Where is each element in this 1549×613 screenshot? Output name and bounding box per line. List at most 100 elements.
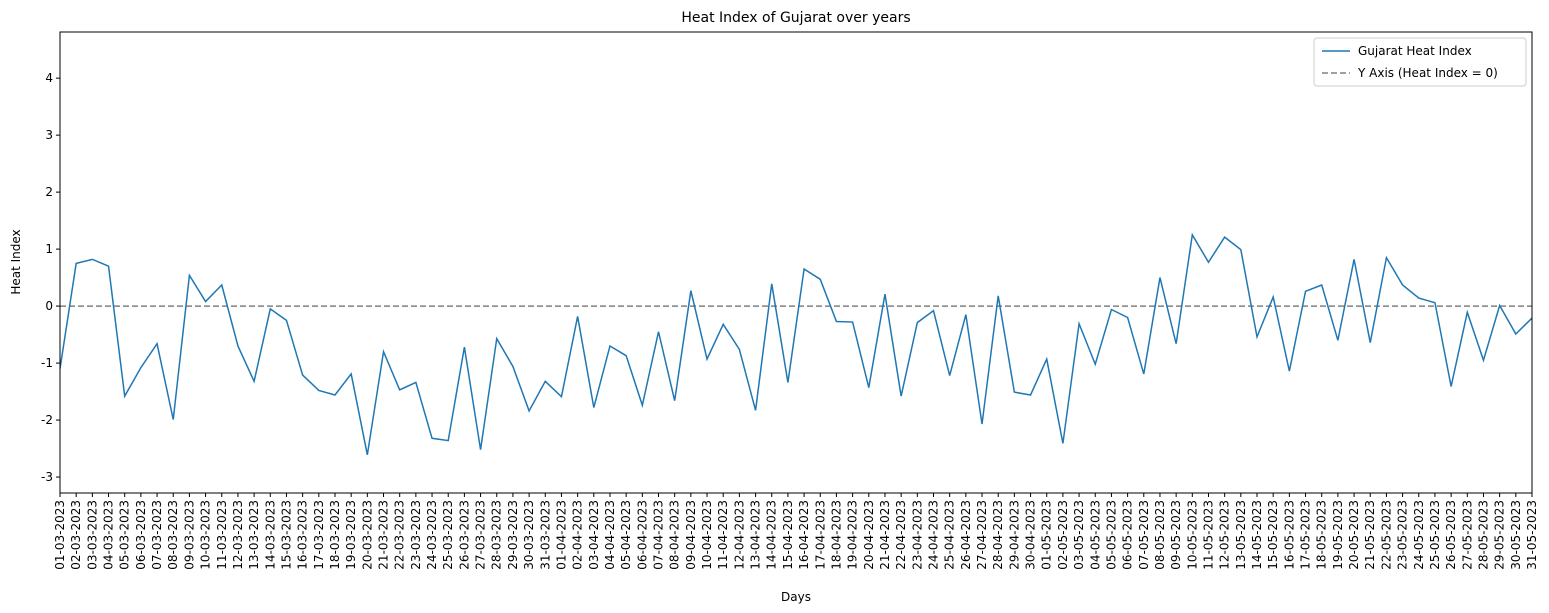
x-tick-label: 17-03-2023 [312,500,326,570]
x-tick-label: 10-05-2023 [1185,500,1199,570]
x-tick-label: 23-05-2023 [1396,500,1410,570]
legend-label: Gujarat Heat Index [1358,44,1472,58]
x-tick-label: 10-04-2023 [700,500,714,570]
x-tick-label: 19-05-2023 [1331,500,1345,570]
x-tick-label: 03-05-2023 [1072,500,1086,570]
x-tick-label: 20-05-2023 [1347,500,1361,570]
x-tick-label: 13-04-2023 [749,500,763,570]
x-tick-label: 05-04-2023 [619,500,633,570]
chart-title: Heat Index of Gujarat over years [681,10,910,26]
x-tick-label: 12-04-2023 [732,500,746,570]
plot-frame [59,31,1533,494]
x-tick-label: 16-03-2023 [296,500,310,570]
x-tick-label: 17-05-2023 [1299,500,1313,570]
legend-box [1313,37,1527,87]
x-tick-label: 11-04-2023 [716,500,730,570]
x-tick-label: 15-04-2023 [781,500,795,570]
x-tick-label: 13-03-2023 [247,500,261,570]
y-tick-label: -3 [41,470,53,484]
x-tick-label: 22-05-2023 [1379,500,1393,570]
x-tick-label: 01-04-2023 [554,500,568,570]
x-tick-label: 19-03-2023 [344,500,358,570]
x-tick-label: 04-05-2023 [1088,500,1102,570]
x-tick-label: 14-05-2023 [1250,500,1264,570]
x-tick-label: 31-05-2023 [1525,500,1539,570]
x-tick-label: 12-05-2023 [1218,500,1232,570]
x-tick-label: 21-05-2023 [1363,500,1377,570]
x-tick-label: 13-05-2023 [1234,500,1248,570]
x-tick-label: 25-03-2023 [441,500,455,570]
x-tick-label: 28-04-2023 [991,500,1005,570]
x-tick-label: 17-04-2023 [813,500,827,570]
x-tick-label: 18-05-2023 [1315,500,1329,570]
x-tick-label: 10-03-2023 [199,500,213,570]
x-tick-label: 08-03-2023 [166,500,180,570]
x-tick-label: 31-03-2023 [538,500,552,570]
x-tick-label: 26-03-2023 [457,500,471,570]
x-tick-label: 12-03-2023 [231,500,245,570]
x-tick-label: 03-03-2023 [85,500,99,570]
y-tick-label: -2 [41,413,53,427]
x-tick-label: 05-05-2023 [1104,500,1118,570]
x-tick-label: 14-03-2023 [263,500,277,570]
x-tick-label: 27-05-2023 [1460,500,1474,570]
x-tick-label: 18-04-2023 [829,500,843,570]
x-tick-label: 25-05-2023 [1428,500,1442,570]
x-tick-label: 07-05-2023 [1137,500,1151,570]
x-tick-label: 03-04-2023 [587,500,601,570]
x-tick-label: 07-03-2023 [150,500,164,570]
x-tick-label: 20-04-2023 [862,500,876,570]
y-tick-label: 4 [45,71,53,85]
x-tick-label: 22-03-2023 [393,500,407,570]
x-tick-label: 11-05-2023 [1201,500,1215,570]
x-tick-label: 28-03-2023 [490,500,504,570]
x-tick-label: 24-03-2023 [425,500,439,570]
x-tick-label: 01-03-2023 [53,500,67,570]
y-tick-label: 2 [45,185,53,199]
x-tick-label: 14-04-2023 [765,500,779,570]
x-tick-label: 23-04-2023 [910,500,924,570]
x-tick-label: 02-03-2023 [69,500,83,570]
x-tick-label: 06-04-2023 [635,500,649,570]
y-axis-label: Heat Index [9,229,23,294]
x-tick-label: 08-05-2023 [1153,500,1167,570]
x-tick-label: 29-03-2023 [506,500,520,570]
x-tick-label: 20-03-2023 [360,500,374,570]
x-tick-label: 22-04-2023 [894,500,908,570]
x-tick-label: 02-04-2023 [571,500,585,570]
x-tick-label: 23-03-2023 [409,500,423,570]
x-tick-label: 29-04-2023 [1007,500,1021,570]
x-tick-label: 30-05-2023 [1509,500,1523,570]
x-tick-label: 21-04-2023 [878,500,892,570]
x-tick-label: 11-03-2023 [215,500,229,570]
x-tick-label: 25-04-2023 [943,500,957,570]
y-tick-label: -1 [41,356,53,370]
x-tick-label: 02-05-2023 [1056,500,1070,570]
x-tick-label: 04-04-2023 [603,500,617,570]
x-tick-label: 29-05-2023 [1493,500,1507,570]
x-tick-label: 27-03-2023 [474,500,488,570]
x-tick-label: 09-04-2023 [684,500,698,570]
y-tick-label: 1 [45,242,53,256]
y-tick-label: 0 [45,299,53,313]
y-tick-label: 3 [45,128,53,142]
x-tick-label: 09-03-2023 [182,500,196,570]
x-tick-label: 26-05-2023 [1444,500,1458,570]
x-tick-label: 28-05-2023 [1476,500,1490,570]
x-tick-label: 18-03-2023 [328,500,342,570]
x-tick-label: 06-05-2023 [1121,500,1135,570]
legend-label: Y Axis (Heat Index = 0) [1357,66,1498,80]
x-tick-label: 19-04-2023 [846,500,860,570]
x-tick-label: 24-05-2023 [1412,500,1426,570]
x-tick-label: 07-04-2023 [652,500,666,570]
x-tick-label: 08-04-2023 [668,500,682,570]
x-tick-label: 06-03-2023 [134,500,148,570]
x-tick-label: 30-03-2023 [522,500,536,570]
x-tick-label: 15-03-2023 [279,500,293,570]
x-tick-label: 16-04-2023 [797,500,811,570]
x-tick-label: 27-04-2023 [975,500,989,570]
x-tick-label: 01-05-2023 [1040,500,1054,570]
x-tick-label: 04-03-2023 [102,500,116,570]
